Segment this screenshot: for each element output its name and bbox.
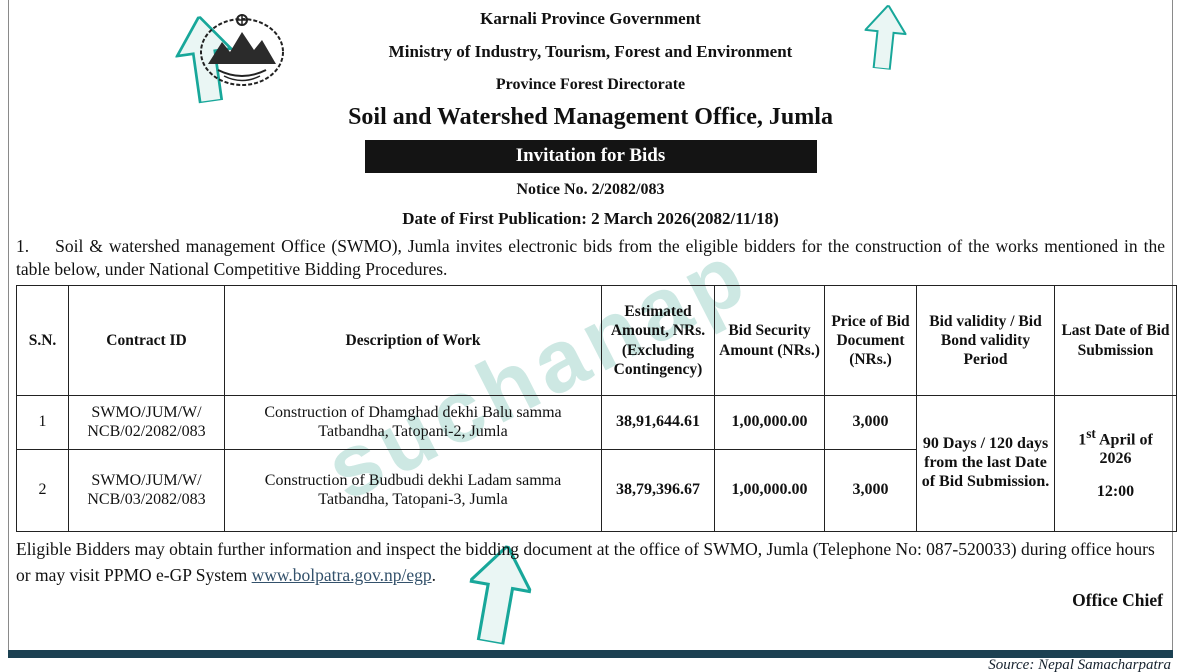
bottom-divider-bar <box>8 650 1173 658</box>
bids-table: S.N. Contract ID Description of Work Est… <box>16 285 1177 533</box>
ministry-name: Ministry of Industry, Tourism, Forest an… <box>388 42 793 61</box>
intro-text: Soil & watershed management Office (SWMO… <box>16 236 1165 280</box>
cell-estimated-amount: 38,79,396.67 <box>601 449 715 533</box>
col-header-contract-id: Contract ID <box>68 285 225 397</box>
government-emblem <box>196 6 288 93</box>
col-header-estimated-amount: Estimated Amount, NRs. (Excluding Contin… <box>601 285 715 397</box>
egp-prefix: or may visit PPMO e-GP System <box>16 564 252 585</box>
cell-bid-doc-price: 3,000 <box>824 395 917 451</box>
office-chief-signature: Office Chief <box>1072 589 1163 610</box>
arrow-watermark-icon <box>861 3 909 71</box>
egp-line: or may visit PPMO e-GP System www.bolpat… <box>16 565 1165 586</box>
cell-contract-id: SWMO/JUM/W/ NCB/03/2082/083 <box>68 449 225 533</box>
bolpatra-link[interactable]: www.bolpatra.gov.np/egp <box>251 564 432 585</box>
cell-sn: 1 <box>16 395 69 451</box>
cell-description: Construction of Dhamghad dekhi Balu samm… <box>224 395 602 451</box>
col-header-bid-doc-price: Price of Bid Document (NRs.) <box>824 285 917 397</box>
table-row: 1 SWMO/JUM/W/ NCB/02/2082/083 Constructi… <box>16 395 1177 533</box>
col-header-sn: S.N. <box>16 285 69 397</box>
egp-suffix: . <box>431 564 436 585</box>
office-title: Soil and Watershed Management Office, Ju… <box>348 104 833 130</box>
publication-date: Date of First Publication: 2 March 2026(… <box>402 209 779 228</box>
last-date-text: 1st April of <box>1078 425 1153 449</box>
arrow-watermark-icon <box>460 540 538 647</box>
bidder-info-text: Eligible Bidders may obtain further info… <box>16 539 1155 560</box>
source-attribution: Source: Nepal Samacharpatra <box>988 657 1171 672</box>
notice-number: Notice No. 2/2082/083 <box>516 181 665 198</box>
col-header-bid-validity: Bid validity / Bid Bond validity Period <box>916 285 1055 397</box>
last-date-year: 2026 <box>1099 449 1132 467</box>
cell-sn: 2 <box>16 449 69 533</box>
cell-bid-validity: 90 Days / 120 days from the last Date of… <box>916 395 1055 533</box>
cell-bid-security: 1,00,000.00 <box>714 395 825 451</box>
cell-last-date: 1st April of 2026 12:00 <box>1054 395 1177 533</box>
col-header-description: Description of Work <box>224 285 602 397</box>
cell-estimated-amount: 38,91,644.61 <box>601 395 715 451</box>
table-row: 2 SWMO/JUM/W/ NCB/03/2082/083 Constructi… <box>16 449 1177 533</box>
intro-paragraph: 1. Soil & watershed management Office (SW… <box>16 235 1165 281</box>
cell-contract-id: SWMO/JUM/W/ NCB/02/2082/083 <box>68 395 225 451</box>
col-header-last-date: Last Date of Bid Submission <box>1054 285 1177 397</box>
cell-description: Construction of Budbudi dekhi Ladam samm… <box>224 449 602 533</box>
directorate-name: Province Forest Directorate <box>495 76 686 93</box>
arrow-watermark-icon <box>170 12 239 105</box>
intro-number: 1. <box>16 236 30 256</box>
cell-bid-doc-price: 3,000 <box>824 449 917 533</box>
table-header-row: S.N. Contract ID Description of Work Est… <box>16 285 1177 397</box>
cell-bid-security: 1,00,000.00 <box>714 449 825 533</box>
invitation-banner: Invitation for Bids <box>364 140 817 173</box>
last-date-time: 12:00 <box>1096 482 1135 500</box>
col-header-bid-security: Bid Security Amount (NRs.) <box>714 285 825 397</box>
government-name: Karnali Province Government <box>480 9 701 28</box>
